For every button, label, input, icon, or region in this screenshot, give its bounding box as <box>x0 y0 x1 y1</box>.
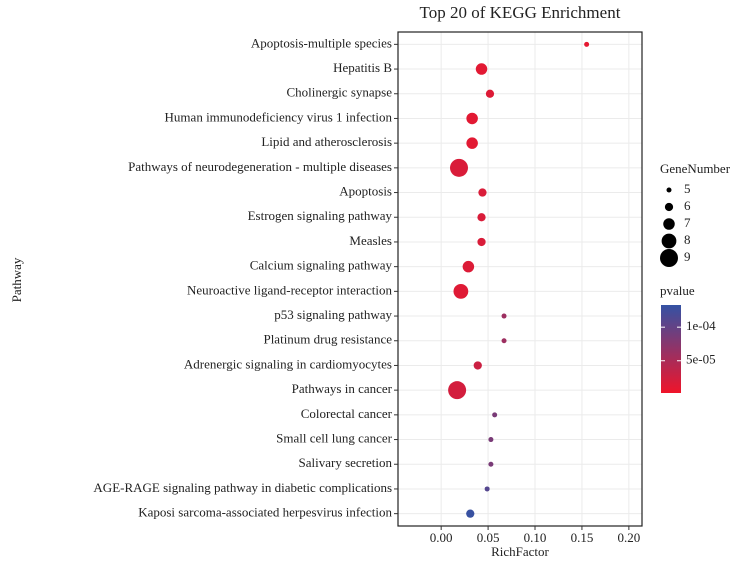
y-tick-label: AGE-RAGE signaling pathway in diabetic c… <box>93 480 392 495</box>
y-tick-label: Colorectal cancer <box>301 406 393 421</box>
size-legend-label: 6 <box>684 198 691 213</box>
point <box>584 41 590 47</box>
point <box>466 112 478 125</box>
color-tick-label: 1e-04 <box>686 318 716 333</box>
y-tick-label: Human immunodeficiency virus 1 infection <box>165 109 393 124</box>
y-tick-label: Kaposi sarcoma-associated herpesvirus in… <box>138 505 392 520</box>
size-legend-label: 7 <box>684 215 691 230</box>
point <box>501 313 507 319</box>
point <box>477 213 486 222</box>
y-tick-label: Apoptosis-multiple species <box>251 35 392 50</box>
point <box>485 89 495 98</box>
plot-border <box>397 31 643 527</box>
y-tick-label: Hepatitis B <box>333 60 392 75</box>
color-legend-title: pvalue <box>660 283 695 298</box>
point <box>450 158 468 177</box>
size-legend-key <box>661 233 677 249</box>
size-legend-label: 8 <box>684 232 691 247</box>
point <box>453 283 469 299</box>
point <box>466 509 475 518</box>
color-bar <box>661 305 681 393</box>
size-legend-label: 5 <box>684 181 691 196</box>
color-tick-label: 5e-05 <box>686 352 716 367</box>
point <box>501 338 507 344</box>
point <box>488 437 494 443</box>
point <box>475 63 488 75</box>
y-tick-label: Pathways in cancer <box>292 381 393 396</box>
x-tick-label: 0.15 <box>571 530 594 545</box>
y-tick-label: Salivary secretion <box>299 455 393 470</box>
size-legend-title: GeneNumber <box>660 161 731 176</box>
point <box>466 137 478 149</box>
point <box>448 381 467 400</box>
point <box>478 188 487 197</box>
y-tick-label: Adrenergic signaling in cardiomyocytes <box>184 356 392 371</box>
x-tick-label: 0.20 <box>617 530 640 545</box>
chart-title: Top 20 of KEGG Enrichment <box>420 3 621 22</box>
y-tick-label: Cholinergic synapse <box>286 85 392 100</box>
y-tick-label: Apoptosis <box>339 184 392 199</box>
y-tick-label: Platinum drug resistance <box>263 332 392 347</box>
point <box>492 412 498 418</box>
point <box>473 361 482 370</box>
size-legend-key <box>660 249 678 267</box>
plot-area <box>398 32 642 526</box>
x-tick-label: 0.05 <box>477 530 500 545</box>
y-tick-label: Measles <box>349 233 392 248</box>
y-tick-label: Estrogen signaling pathway <box>248 208 393 223</box>
y-tick-label: Neuroactive ligand-receptor interaction <box>187 282 393 297</box>
point <box>484 486 490 492</box>
x-axis-label: RichFactor <box>491 544 549 559</box>
size-legend-key <box>664 202 674 212</box>
y-tick-label: Calcium signaling pathway <box>250 258 393 273</box>
x-tick-label: 0.10 <box>524 530 547 545</box>
y-tick-label: Pathways of neurodegeneration - multiple… <box>128 159 392 174</box>
point <box>462 260 475 273</box>
point <box>488 461 494 467</box>
point <box>477 237 486 247</box>
x-tick-label: 0.00 <box>430 530 453 545</box>
y-tick-label: Lipid and atherosclerosis <box>261 134 392 149</box>
y-tick-label: p53 signaling pathway <box>274 307 392 322</box>
size-legend-key <box>666 187 672 193</box>
y-tick-label: Small cell lung cancer <box>276 431 393 446</box>
size-legend-label: 9 <box>684 249 691 264</box>
size-legend-key <box>663 218 675 230</box>
y-axis-label: Pathway <box>9 257 24 302</box>
